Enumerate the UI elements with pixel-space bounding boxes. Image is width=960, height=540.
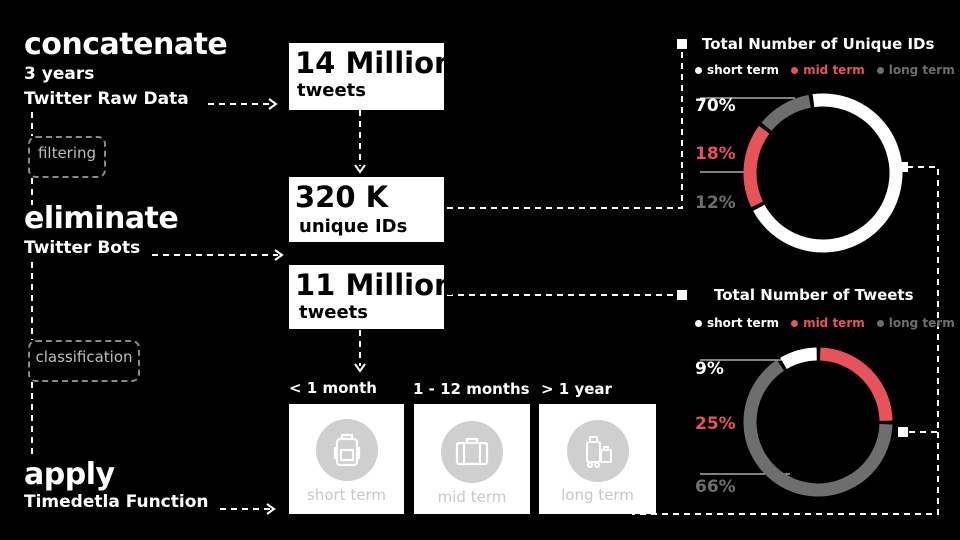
donut-slice-mid-term [819,347,893,422]
unique-ids-box: 320 K unique IDs [289,177,444,242]
endpoint-square [898,427,908,437]
link-right [907,166,939,433]
filtering-tag: filtering [28,136,106,178]
category-header-short: < 1 month [289,379,377,397]
link-unique-ids [447,46,683,209]
donut-slice-long-term [761,94,812,132]
chart-unique-ids-title: Total Number of Unique IDs [702,35,935,53]
long-term-label: long term [561,486,634,504]
raw-tweets-count: 14 Million [295,46,455,80]
legend-short: short term [695,63,779,77]
category-header-mid: 1 - 12 months [413,380,530,398]
donut-slice-short-term [780,347,818,370]
long-term-card: long term [539,404,656,514]
suitcase-icon [441,421,503,483]
mid-term-label: mid term [437,488,507,506]
mid-term-card: mid term [414,404,530,514]
arrowhead [274,249,284,261]
unique-ids-mid-pct: 18% [695,144,736,164]
filtered-tweets-count: 11 Million [295,268,455,302]
unique-ids-count: 320 K [295,180,389,214]
legend-long: long term [876,63,955,77]
chart-unique-ids-legend: short term mid term long term [695,63,955,77]
unique-ids-long-pct: 12% [695,193,736,213]
eliminate-heading: eliminate [24,201,179,236]
arrowhead [354,164,366,174]
category-header-long: > 1 year [541,380,612,398]
luggage-icon [567,420,629,482]
backpack-icon [316,419,378,481]
filtered-tweets-unit: tweets [299,302,368,323]
classification-tag: classification [28,340,140,382]
arrowhead [354,363,366,373]
unique-ids-unit: unique IDs [299,216,408,237]
concatenate-heading: concatenate [24,27,228,62]
donut-slice-mid-term [743,125,770,208]
filtered-tweets-box: 11 Million tweets [289,265,455,329]
endpoint-square [898,162,908,172]
tweets-short-pct: 9% [695,359,724,379]
chart-tweets-legend: short term mid term long term [695,316,955,330]
short-term-label: short term [307,486,386,504]
chart-unique-ids-donut [743,93,903,253]
arrowhead [268,98,278,110]
bots-label: Twitter Bots [24,238,141,258]
link-bottom [632,432,939,515]
legend-mid: mid term [791,316,865,330]
chart-tweets-donut [743,347,893,497]
endpoint-square [677,290,687,300]
arrowhead [266,503,276,515]
unique-ids-short-pct: 70% [695,96,736,116]
function-label: Timedetla Function [24,492,209,512]
legend-long: long term [876,316,955,330]
apply-heading: apply [24,457,115,492]
tweets-long-pct: 66% [695,477,736,497]
years-label: 3 years [24,64,95,84]
chart-tweets-title: Total Number of Tweets [714,286,914,304]
tweets-mid-pct: 25% [695,414,736,434]
raw-tweets-box: 14 Million tweets [289,43,455,110]
donut-slice-short-term [753,93,903,253]
short-term-card: short term [289,404,404,514]
raw-tweets-unit: tweets [297,80,366,101]
endpoint-square [677,39,687,49]
legend-short: short term [695,316,779,330]
legend-mid: mid term [791,63,865,77]
donut-slice-long-term [743,359,893,497]
raw-data-label: Twitter Raw Data [24,89,189,109]
